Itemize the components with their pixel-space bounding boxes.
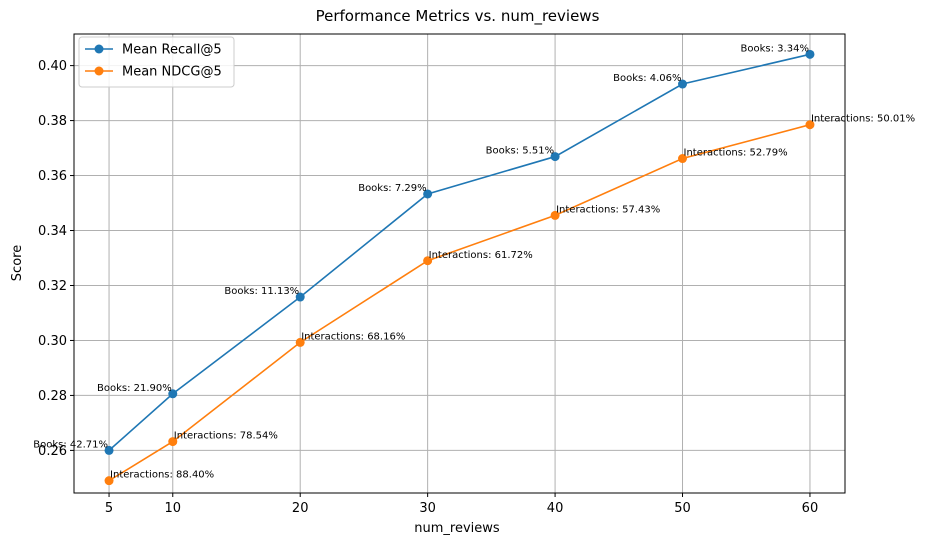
data-point xyxy=(104,476,114,486)
recall-annotation: Books: 3.34% xyxy=(741,43,809,54)
data-point xyxy=(168,437,178,447)
x-tick-label: 50 xyxy=(674,501,691,516)
data-point xyxy=(423,189,433,199)
x-tick-label: 5 xyxy=(105,501,113,516)
recall-annotation: Books: 7.29% xyxy=(358,183,426,194)
ndcg-annotation: Interactions: 88.40% xyxy=(110,470,214,481)
x-tick-label: 10 xyxy=(164,501,181,516)
y-tick-label: 0.32 xyxy=(38,279,67,294)
plot-frame xyxy=(73,33,846,494)
legend-marker xyxy=(94,66,104,76)
data-point xyxy=(550,210,560,220)
y-tick-label: 0.26 xyxy=(38,444,67,459)
data-point xyxy=(805,49,815,59)
recall-annotation: Books: 4.06% xyxy=(613,73,681,84)
y-tick-label: 0.36 xyxy=(38,169,67,184)
recall-annotation: Books: 21.90% xyxy=(97,383,172,394)
ndcg-annotation: Interactions: 61.72% xyxy=(429,250,533,261)
y-tick-label: 0.28 xyxy=(38,389,67,404)
x-tick-label: 20 xyxy=(292,501,309,516)
y-axis: 0.26 0.28 0.30 0.32 0.34 0.36 0.38 0.40 xyxy=(38,59,74,459)
series-line-1 xyxy=(108,123,811,482)
data-point xyxy=(423,256,433,266)
data-point xyxy=(805,120,815,130)
ndcg-annotation: Interactions: 68.16% xyxy=(301,331,405,342)
x-tick-label: 30 xyxy=(419,501,436,516)
ndcg-annotation: Interactions: 50.01% xyxy=(811,114,915,125)
legend-label: Mean NDCG@5 xyxy=(122,65,222,80)
y-tick-label: 0.38 xyxy=(38,114,67,129)
legend-box xyxy=(78,36,235,88)
ndcg-annotation: Interactions: 52.79% xyxy=(684,148,788,159)
legend-label: Mean Recall@5 xyxy=(122,43,222,58)
recall-annotation: Books: 11.13% xyxy=(224,286,299,297)
recall-annotation: Books: 5.51% xyxy=(486,146,554,157)
data-point xyxy=(295,292,305,302)
legend-marker xyxy=(94,44,104,54)
ndcg-annotation: Interactions: 78.54% xyxy=(174,431,278,442)
x-tick-label: 60 xyxy=(802,501,819,516)
data-point xyxy=(550,152,560,162)
data-point xyxy=(168,389,178,399)
y-axis-label: Score xyxy=(10,245,25,281)
data-point xyxy=(678,154,688,164)
legend: Mean Recall@5 Mean NDCG@5 xyxy=(78,36,235,88)
chart-title: Performance Metrics vs. num_reviews xyxy=(316,7,600,26)
data-point xyxy=(104,445,114,455)
y-tick-label: 0.30 xyxy=(38,334,67,349)
recall-annotation: Books: 42.71% xyxy=(33,439,108,450)
data-point xyxy=(295,337,305,347)
x-axis-label: num_reviews xyxy=(414,521,500,536)
ndcg-annotation: Interactions: 57.43% xyxy=(556,204,660,215)
series-layer xyxy=(104,49,815,486)
data-point xyxy=(678,79,688,89)
x-tick-label: 40 xyxy=(547,501,564,516)
y-tick-label: 0.34 xyxy=(38,224,67,239)
y-tick-label: 0.40 xyxy=(38,59,67,74)
grid-lines xyxy=(74,34,845,493)
annotation-layer: Books: 42.71% Books: 21.90% Books: 11.13% B… xyxy=(33,43,915,480)
x-axis: 5 10 20 30 40 50 60 xyxy=(105,493,818,516)
